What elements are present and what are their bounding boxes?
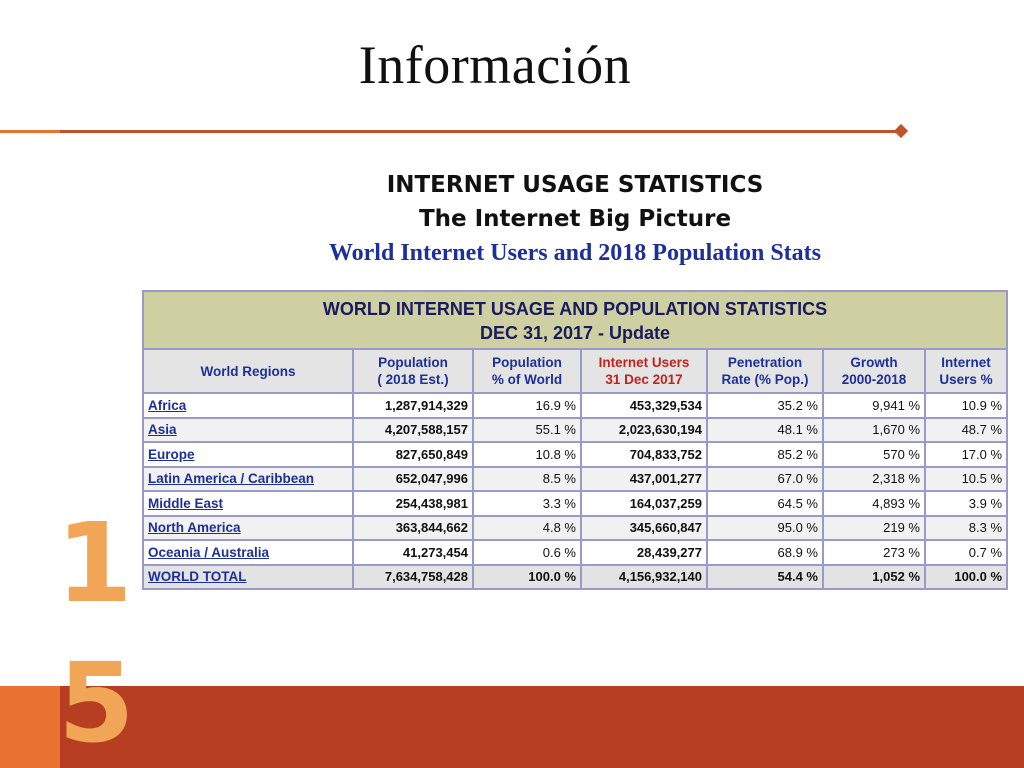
- heading-big-picture: The Internet Big Picture: [418, 206, 732, 232]
- cell-users-pct: 100.0 %: [923, 563, 1009, 590]
- region-link-north-america[interactable]: North America: [148, 520, 241, 536]
- region-link-africa[interactable]: Africa: [148, 397, 187, 413]
- cell-penetration: 35.2 %: [706, 392, 824, 419]
- cell-users-pct: 17.0 %: [923, 441, 1009, 468]
- region-link-latin-america[interactable]: Latin America / Caribbean: [148, 471, 315, 487]
- internet-stats-table: WORLD INTERNET USAGE AND POPULATION STAT…: [141, 290, 1009, 590]
- cell-growth: 1,052 %: [822, 563, 926, 590]
- column-header-growth: Growth 2000-2018: [822, 348, 926, 394]
- cell-users-pct: 10.5 %: [923, 465, 1009, 492]
- slide-title: Información: [358, 35, 632, 95]
- column-header-pct-world: Population% of World: [472, 348, 582, 394]
- table-row: Middle East 254,438,981 3.3 % 164,037,25…: [142, 490, 1009, 517]
- column-header-users-pct: Internet Users %: [923, 348, 1009, 394]
- cell-penetration: 48.1 %: [706, 416, 824, 443]
- heading-world-users-stats: World Internet Users and 2018 Population…: [328, 240, 822, 266]
- cell-internet-users: 28,439,277: [580, 539, 708, 566]
- cell-internet-users: 164,037,259: [580, 490, 708, 517]
- table-row: Latin America / Caribbean 652,047,996 8.…: [142, 465, 1009, 492]
- table-row: Africa 1,287,914,329 16.9 % 453,329,534 …: [142, 392, 1009, 419]
- table-header-row: World Regions Population( 2018 Est.) Pop…: [142, 348, 1009, 394]
- cell-users-pct: 0.7 %: [923, 539, 1009, 566]
- cell-population: 363,844,662: [352, 514, 474, 541]
- cell-population: 827,650,849: [352, 441, 474, 468]
- column-header-internet-users: Internet Users 31 Dec 2017: [580, 348, 708, 394]
- cell-growth: 273 %: [822, 539, 926, 566]
- region-link-oceania[interactable]: Oceania / Australia: [148, 544, 270, 560]
- cell-users-pct: 3.9 %: [923, 490, 1009, 517]
- table-caption: WORLD INTERNET USAGE AND POPULATION STAT…: [141, 290, 1009, 350]
- cell-population: 652,047,996: [352, 465, 474, 492]
- footer-band: [0, 686, 1024, 768]
- cell-growth: 4,893 %: [822, 490, 926, 517]
- heading-internet-usage-statistics: INTERNET USAGE STATISTICS: [386, 172, 764, 198]
- title-divider: [0, 130, 898, 133]
- cell-pct-world: 8.5 %: [472, 465, 582, 492]
- cell-pct-world: 0.6 %: [472, 539, 582, 566]
- cell-growth: 570 %: [822, 441, 926, 468]
- cell-users-pct: 10.9 %: [923, 392, 1009, 419]
- cell-penetration: 54.4 %: [706, 563, 824, 590]
- table-caption-line2: DEC 31, 2017 - Update: [479, 323, 671, 343]
- cell-growth: 1,670 %: [822, 416, 926, 443]
- cell-population: 254,438,981: [352, 490, 474, 517]
- cell-pct-world: 3.3 %: [472, 490, 582, 517]
- cell-population: 7,634,758,428: [352, 563, 474, 590]
- slide-number-digit-5: 5: [58, 639, 135, 767]
- cell-growth: 9,941 %: [822, 392, 926, 419]
- table-row: Oceania / Australia 41,273,454 0.6 % 28,…: [142, 539, 1009, 566]
- column-header-regions: World Regions: [142, 348, 354, 394]
- region-link-europe[interactable]: Europe: [148, 446, 195, 462]
- region-link-world-total[interactable]: WORLD TOTAL: [148, 569, 247, 585]
- slide-number-digit-1: 1: [56, 499, 133, 627]
- table-row: Europe 827,650,849 10.8 % 704,833,752 85…: [142, 441, 1009, 468]
- column-header-penetration: Penetration Rate (% Pop.): [706, 348, 824, 394]
- cell-penetration: 64.5 %: [706, 490, 824, 517]
- cell-penetration: 67.0 %: [706, 465, 824, 492]
- cell-users-pct: 8.3 %: [923, 514, 1009, 541]
- table-caption-line1: WORLD INTERNET USAGE AND POPULATION STAT…: [322, 299, 828, 319]
- cell-pct-world: 4.8 %: [472, 514, 582, 541]
- cell-pct-world: 55.1 %: [472, 416, 582, 443]
- divider-diamond-icon: [893, 123, 909, 139]
- cell-internet-users: 704,833,752: [580, 441, 708, 468]
- cell-penetration: 85.2 %: [706, 441, 824, 468]
- table-row: North America 363,844,662 4.8 % 345,660,…: [142, 514, 1009, 541]
- cell-penetration: 68.9 %: [706, 539, 824, 566]
- table-row: Asia 4,207,588,157 55.1 % 2,023,630,194 …: [142, 416, 1009, 443]
- cell-growth: 219 %: [822, 514, 926, 541]
- table-total-row: WORLD TOTAL 7,634,758,428 100.0 % 4,156,…: [142, 563, 1009, 590]
- cell-pct-world: 10.8 %: [472, 441, 582, 468]
- footer-band-accent: [0, 686, 60, 768]
- cell-internet-users: 345,660,847: [580, 514, 708, 541]
- cell-pct-world: 16.9 %: [472, 392, 582, 419]
- region-link-asia[interactable]: Asia: [148, 422, 177, 438]
- region-link-middle-east[interactable]: Middle East: [148, 495, 224, 511]
- cell-users-pct: 48.7 %: [923, 416, 1009, 443]
- cell-penetration: 95.0 %: [706, 514, 824, 541]
- cell-population: 1,287,914,329: [352, 392, 474, 419]
- cell-internet-users: 437,001,277: [580, 465, 708, 492]
- cell-internet-users: 453,329,534: [580, 392, 708, 419]
- cell-internet-users: 2,023,630,194: [580, 416, 708, 443]
- cell-pct-world: 100.0 %: [472, 563, 582, 590]
- cell-internet-users: 4,156,932,140: [580, 563, 708, 590]
- column-header-population: Population( 2018 Est.): [352, 348, 474, 394]
- cell-population: 41,273,454: [352, 539, 474, 566]
- cell-growth: 2,318 %: [822, 465, 926, 492]
- cell-population: 4,207,588,157: [352, 416, 474, 443]
